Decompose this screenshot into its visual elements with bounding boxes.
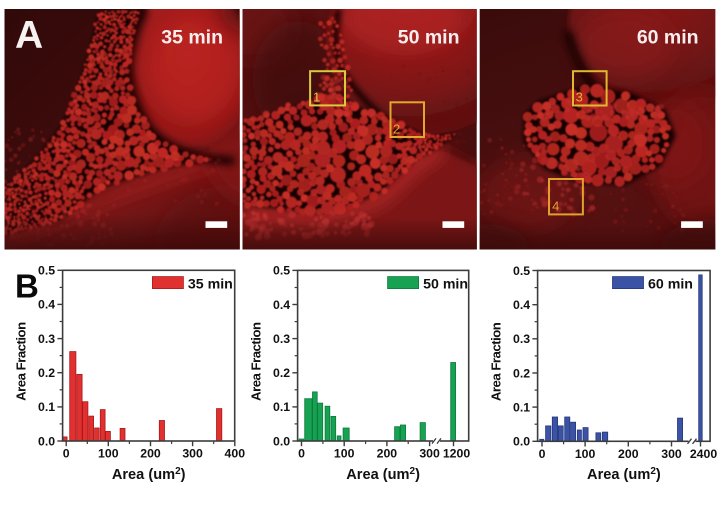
svg-text:Area Fraction: Area Fraction bbox=[249, 322, 264, 401]
svg-text:60 min: 60 min bbox=[648, 276, 693, 292]
svg-text:50 min: 50 min bbox=[398, 27, 460, 49]
svg-text:100: 100 bbox=[575, 447, 596, 461]
svg-text:0.5: 0.5 bbox=[38, 264, 55, 278]
svg-text:200: 200 bbox=[618, 447, 639, 461]
svg-text:400: 400 bbox=[225, 447, 246, 461]
svg-text:Area Fraction: Area Fraction bbox=[489, 322, 504, 401]
svg-text:0.4: 0.4 bbox=[273, 298, 290, 312]
svg-text:0.1: 0.1 bbox=[513, 400, 530, 414]
svg-text:50 min: 50 min bbox=[423, 276, 468, 292]
svg-text:0.3: 0.3 bbox=[513, 332, 530, 346]
svg-text:35 min: 35 min bbox=[188, 276, 233, 292]
svg-text:0.2: 0.2 bbox=[513, 366, 530, 380]
svg-text:0.5: 0.5 bbox=[513, 264, 530, 278]
svg-text:0.2: 0.2 bbox=[273, 366, 290, 380]
svg-text:B: B bbox=[15, 268, 39, 305]
svg-text:Area (um2): Area (um2) bbox=[112, 466, 186, 483]
svg-text:200: 200 bbox=[140, 447, 161, 461]
svg-text:4: 4 bbox=[552, 199, 559, 214]
svg-text:0.1: 0.1 bbox=[273, 400, 290, 414]
svg-text:0.0: 0.0 bbox=[38, 434, 55, 448]
svg-text:0.5: 0.5 bbox=[273, 264, 290, 278]
svg-text:100: 100 bbox=[98, 447, 119, 461]
svg-text:Area Fraction: Area Fraction bbox=[14, 322, 29, 401]
svg-text:35 min: 35 min bbox=[161, 27, 223, 49]
svg-text:0.0: 0.0 bbox=[273, 434, 290, 448]
svg-text:0.3: 0.3 bbox=[273, 332, 290, 346]
svg-text:300: 300 bbox=[419, 447, 440, 461]
svg-text:0.4: 0.4 bbox=[38, 298, 55, 312]
svg-text:0: 0 bbox=[63, 447, 70, 461]
svg-text:300: 300 bbox=[661, 447, 682, 461]
svg-text:Area (um2): Area (um2) bbox=[346, 466, 420, 483]
svg-text:2: 2 bbox=[393, 122, 400, 137]
svg-text:100: 100 bbox=[334, 447, 355, 461]
svg-text:3: 3 bbox=[576, 90, 583, 105]
svg-text:60 min: 60 min bbox=[637, 27, 699, 49]
svg-text:A: A bbox=[15, 14, 43, 57]
svg-text:2400: 2400 bbox=[690, 447, 718, 461]
svg-text:0.1: 0.1 bbox=[38, 400, 55, 414]
svg-text:Area (um2): Area (um2) bbox=[587, 466, 661, 483]
svg-text:0: 0 bbox=[539, 447, 546, 461]
svg-text:0: 0 bbox=[298, 447, 305, 461]
svg-text:0.4: 0.4 bbox=[513, 298, 530, 312]
svg-text:1: 1 bbox=[313, 90, 320, 105]
svg-text:200: 200 bbox=[377, 447, 398, 461]
svg-text:0.0: 0.0 bbox=[513, 435, 530, 449]
svg-text:0.3: 0.3 bbox=[38, 332, 55, 346]
svg-text:1200: 1200 bbox=[443, 447, 471, 461]
svg-text:0.2: 0.2 bbox=[38, 366, 55, 380]
svg-text:300: 300 bbox=[182, 447, 203, 461]
